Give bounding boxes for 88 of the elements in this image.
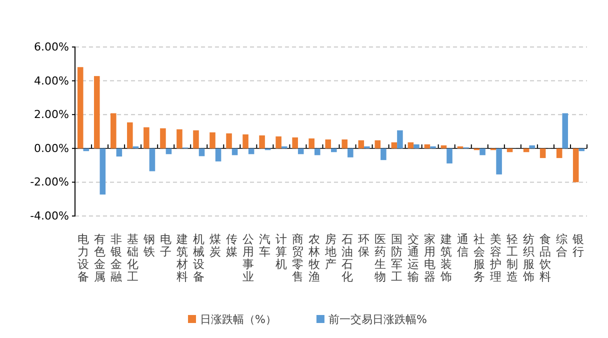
legend-label: 日涨跌幅（%）: [200, 313, 276, 326]
x-tick-label: 建筑材料: [175, 232, 188, 284]
bar: [127, 122, 133, 148]
x-tick-label: 交通运输: [408, 232, 420, 284]
bar: [578, 148, 585, 152]
y-tick-label: 0.00%: [34, 142, 69, 155]
bar: [540, 148, 546, 158]
y-tick-label: 6.00%: [34, 40, 69, 54]
y-tick-label: -2.00%: [30, 176, 69, 189]
x-tick-label: 轻工制造: [506, 232, 519, 284]
x-tick-label: 钢铁: [142, 232, 156, 258]
bar: [446, 148, 452, 164]
bar: [374, 140, 381, 148]
x-tick-label: 社会服务: [474, 232, 486, 284]
bar: [210, 132, 216, 148]
bar: [110, 113, 116, 148]
bar: [529, 145, 535, 148]
bar: [248, 148, 254, 154]
bar: [94, 76, 100, 148]
bar: [572, 148, 579, 182]
bar: [308, 138, 314, 148]
bar: [424, 144, 430, 148]
bar: [242, 134, 248, 148]
bar: [215, 148, 222, 162]
bar: [562, 113, 568, 148]
bar: [276, 136, 282, 148]
x-tick-label: 基础化工: [126, 232, 139, 284]
x-tick-label: 美容护理: [489, 232, 502, 284]
x-tick-label: 电子: [160, 232, 172, 258]
x-tick-label: 食品饮料: [538, 232, 552, 284]
bar: [325, 139, 331, 148]
bar: [292, 137, 298, 148]
x-tick-label: 机械设备: [192, 232, 205, 284]
bar: [556, 148, 562, 158]
bar: [259, 135, 265, 148]
bar: [298, 148, 304, 154]
legend-label: 前一交易日涨跌幅%: [328, 313, 427, 326]
bar: [100, 148, 106, 195]
bar: [408, 142, 414, 148]
bar: [226, 133, 232, 148]
y-tick-label: 2.00%: [34, 108, 69, 122]
x-tick-label: 煤炭: [209, 232, 222, 258]
bar: [480, 148, 486, 156]
bar: [314, 148, 320, 156]
bar: [193, 130, 199, 148]
x-tick-label: 传媒: [226, 232, 238, 258]
x-tick-label: 非银金融: [109, 232, 122, 284]
bar: [414, 144, 420, 148]
x-tick-label: 商贸零售: [292, 232, 304, 284]
bar: [342, 139, 348, 148]
bar: [523, 148, 530, 152]
x-tick-label: 电力设备: [77, 232, 90, 284]
bar: [331, 148, 337, 152]
x-tick-label: 纺织服饰: [522, 232, 536, 284]
bar: [77, 67, 84, 148]
x-tick-label: 公用事业: [242, 232, 254, 284]
x-tick-label: 医药生物: [374, 232, 387, 284]
x-tick-label: 通信: [457, 232, 470, 258]
x-tick-label: 石油石化: [342, 232, 354, 284]
bar: [176, 129, 182, 148]
y-tick-label: 4.00%: [34, 74, 69, 88]
bar: [232, 148, 238, 156]
y-tick-label: -4.00%: [30, 210, 69, 223]
bar: [440, 145, 447, 148]
x-tick-label: 综合: [556, 232, 568, 258]
bar: [144, 127, 150, 148]
bar: [198, 148, 205, 156]
x-tick-label: 家用电器: [424, 232, 436, 284]
x-tick-label: 银行: [572, 232, 585, 258]
x-tick-label: 农林牧渔: [307, 232, 320, 284]
x-tick-label: 国防军工: [391, 232, 404, 284]
bar: [496, 148, 502, 174]
x-tick-label: 环保: [358, 232, 370, 258]
bar: [149, 148, 156, 172]
bar: [358, 140, 364, 148]
bar: [380, 148, 386, 160]
bar: [348, 148, 354, 158]
bar: [506, 148, 513, 152]
x-tick-label: 计算机: [275, 232, 288, 271]
x-tick-label: 建筑装饰: [440, 232, 453, 284]
bar: [391, 142, 398, 148]
x-tick-label: 房地产: [324, 232, 337, 271]
bar: [166, 148, 172, 154]
x-tick-label: 有色金属: [94, 232, 106, 284]
x-tick-label: 汽车: [258, 232, 271, 258]
bar: [397, 130, 403, 148]
bar: [160, 128, 166, 148]
bar: [116, 148, 122, 157]
